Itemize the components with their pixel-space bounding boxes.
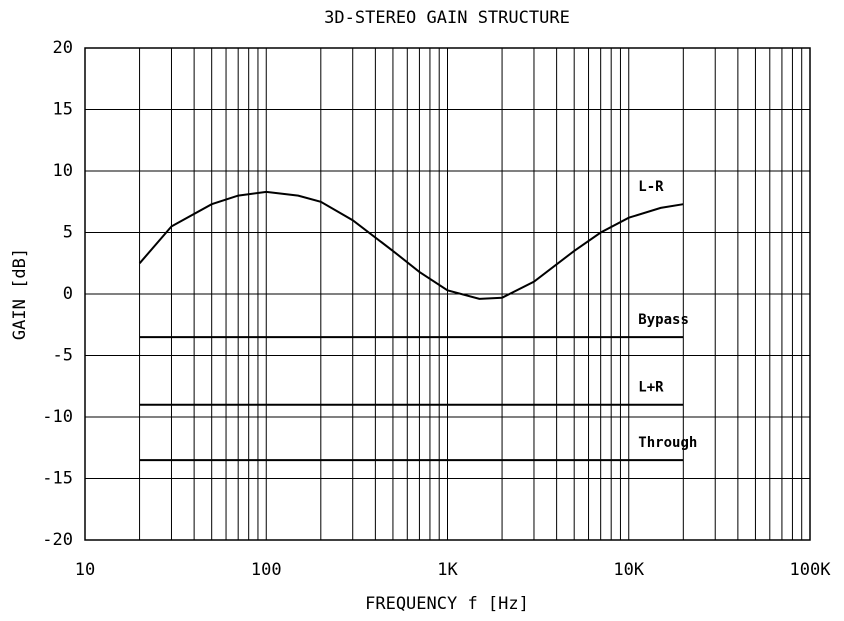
y-axis-label: GAIN [dB] (10, 248, 30, 340)
x-tick-label: 100 (251, 560, 282, 580)
series-label: Through (638, 435, 697, 451)
x-axis-label: FREQUENCY f [Hz] (365, 594, 529, 614)
x-tick-label: 10 (75, 560, 95, 580)
x-tick-label: 1K (437, 560, 458, 580)
y-tick-label: 10 (53, 161, 73, 181)
y-tick-label: -10 (42, 407, 73, 427)
y-tick-label: 20 (53, 38, 73, 58)
y-tick-label: 5 (63, 223, 73, 243)
y-tick-label: 0 (63, 284, 73, 304)
series-label: L+R (638, 380, 664, 396)
series-line (138, 190, 684, 300)
series-label: Bypass (638, 312, 689, 328)
y-tick-label: -15 (42, 469, 73, 489)
chart-title: 3D-STEREO GAIN STRUCTURE (324, 8, 570, 28)
series-label: L-R (638, 179, 664, 195)
x-tick-label: 100K (790, 560, 832, 580)
y-tick-label: 15 (53, 100, 73, 120)
y-tick-label: -5 (53, 346, 73, 366)
x-tick-label: 10K (613, 560, 644, 580)
y-tick-label: -20 (42, 530, 73, 550)
